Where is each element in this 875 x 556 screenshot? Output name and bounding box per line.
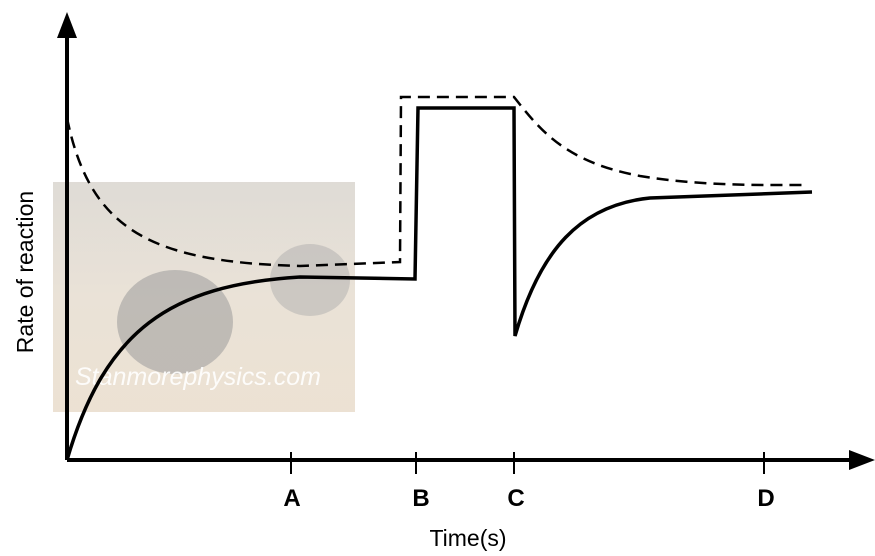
marker-label: C xyxy=(507,485,524,512)
watermark-pot xyxy=(117,270,233,374)
diagram: Stanmorephysics.com A B C D Time(s) Rate… xyxy=(0,0,875,556)
y-arrow xyxy=(57,12,77,38)
marker-label: A xyxy=(283,485,300,512)
watermark: Stanmorephysics.com xyxy=(53,182,355,412)
watermark-text: Stanmorephysics.com xyxy=(75,363,321,391)
x-arrow xyxy=(849,450,875,470)
marker-label: B xyxy=(412,485,429,512)
x-axis-title: Time(s) xyxy=(429,525,506,551)
y-axis-title: Rate of reaction xyxy=(12,191,38,353)
page: {"axes": {"y_label": "Rate of reaction",… xyxy=(0,0,875,556)
marker-label: D xyxy=(757,485,774,512)
